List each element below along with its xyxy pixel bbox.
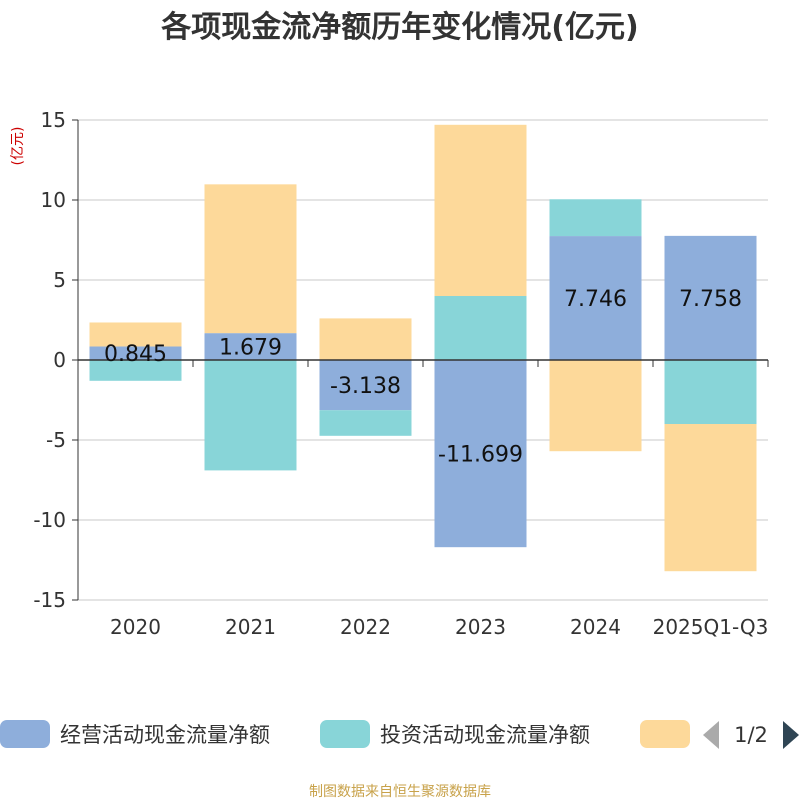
legend-swatch[interactable] bbox=[0, 720, 50, 748]
bar-series-2 bbox=[204, 360, 297, 471]
y-axis-unit-label: (亿元) bbox=[10, 127, 26, 166]
bar-series-2 bbox=[664, 360, 757, 424]
legend: 经营活动现金流量净额 投资活动现金流量净额 1/2 bbox=[0, 720, 799, 749]
data-label: -3.138 bbox=[330, 374, 401, 399]
bar-series-3 bbox=[89, 322, 182, 347]
y-tick-label: 0 bbox=[53, 348, 66, 372]
bar-series-2 bbox=[434, 296, 527, 360]
data-label: 0.845 bbox=[104, 342, 167, 367]
x-tick-label: 2024 bbox=[570, 615, 621, 639]
source-note: 制图数据来自恒生聚源数据库 bbox=[309, 784, 491, 800]
bar-series-3 bbox=[319, 318, 412, 360]
bar-series-3 bbox=[434, 124, 527, 296]
legend-label[interactable]: 投资活动现金流量净额 bbox=[380, 723, 590, 747]
legend-label[interactable]: 经营活动现金流量净额 bbox=[60, 723, 270, 747]
legend-swatch[interactable] bbox=[640, 720, 690, 748]
y-tick-label: -10 bbox=[33, 508, 66, 532]
bar-series-3 bbox=[664, 424, 757, 572]
bar-series-1 bbox=[664, 235, 757, 360]
bar-series-1 bbox=[89, 346, 182, 360]
data-label: -11.699 bbox=[438, 443, 523, 468]
bar-series-1 bbox=[319, 360, 412, 411]
x-tick-label: 2025Q1-Q3 bbox=[653, 615, 769, 639]
bar-series-2 bbox=[89, 360, 182, 381]
bar-series-1 bbox=[434, 360, 527, 548]
y-tick-label: 15 bbox=[41, 108, 66, 132]
legend-page-indicator: 1/2 bbox=[734, 723, 768, 747]
x-tick-label: 2020 bbox=[110, 615, 161, 639]
legend-next-page-icon[interactable] bbox=[783, 721, 799, 749]
legend-swatch[interactable] bbox=[320, 720, 370, 748]
chart-title: 各项现金流净额历年变化情况(亿元) bbox=[160, 10, 638, 45]
bar-series-3 bbox=[549, 360, 642, 452]
bar-series-2 bbox=[549, 199, 642, 237]
axes: 15 10 5 0 -5 -10 -15 2020 2021 2022 2023 2024 2025Q1… bbox=[33, 108, 769, 639]
bar-series-1 bbox=[204, 333, 297, 360]
y-tick-label: 10 bbox=[41, 188, 66, 212]
y-tick-label: -15 bbox=[33, 588, 66, 612]
data-label: 7.746 bbox=[564, 287, 627, 312]
y-tick-label: 5 bbox=[53, 268, 66, 292]
bar-series-2 bbox=[319, 410, 412, 436]
bar-series-3 bbox=[204, 184, 297, 334]
bars bbox=[89, 124, 757, 572]
data-labels: 0.845 1.679 -3.138 -11.699 7.746 7.758 bbox=[104, 287, 742, 468]
data-label: 1.679 bbox=[219, 336, 282, 361]
x-tick-label: 2021 bbox=[225, 615, 276, 639]
legend-prev-page-icon[interactable] bbox=[703, 721, 719, 749]
y-tick-label: -5 bbox=[46, 428, 66, 452]
x-tick-label: 2022 bbox=[340, 615, 391, 639]
bar-series-1 bbox=[549, 236, 642, 360]
x-tick-label: 2023 bbox=[455, 615, 506, 639]
data-label: 7.758 bbox=[679, 287, 742, 312]
